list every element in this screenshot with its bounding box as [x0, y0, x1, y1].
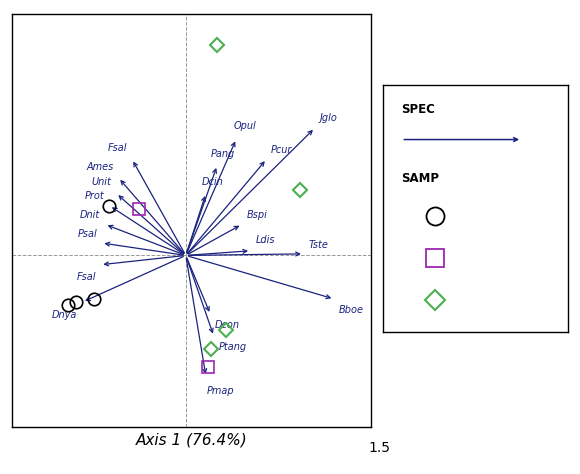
- Text: Pmap: Pmap: [207, 386, 235, 396]
- Text: Pang: Pang: [211, 149, 235, 159]
- Text: Dcon: Dcon: [215, 320, 240, 330]
- X-axis label: Axis 1 (76.4%): Axis 1 (76.4%): [136, 432, 247, 447]
- Text: Bspi: Bspi: [246, 210, 267, 220]
- Text: Dnya: Dnya: [52, 310, 77, 319]
- Text: Ptang: Ptang: [218, 342, 246, 352]
- Text: Ldis: Ldis: [255, 235, 275, 245]
- Text: Ames: Ames: [86, 162, 114, 172]
- Text: Tste: Tste: [309, 239, 328, 249]
- Text: Pcur: Pcur: [271, 145, 292, 155]
- Text: Dnit: Dnit: [80, 210, 100, 220]
- Text: Fsal: Fsal: [77, 272, 96, 282]
- Text: Unit: Unit: [92, 177, 111, 187]
- Text: Fsal: Fsal: [108, 143, 128, 153]
- Text: 1.5: 1.5: [369, 441, 391, 455]
- Text: Prot: Prot: [85, 191, 105, 201]
- Text: Dcin: Dcin: [201, 177, 223, 187]
- Text: Opul: Opul: [234, 121, 257, 131]
- Text: Bboe: Bboe: [339, 305, 364, 315]
- Text: Psal: Psal: [77, 228, 97, 238]
- Text: Jglo: Jglo: [320, 113, 338, 124]
- Text: SPEC: SPEC: [401, 103, 435, 117]
- Text: SAMP: SAMP: [401, 173, 440, 185]
